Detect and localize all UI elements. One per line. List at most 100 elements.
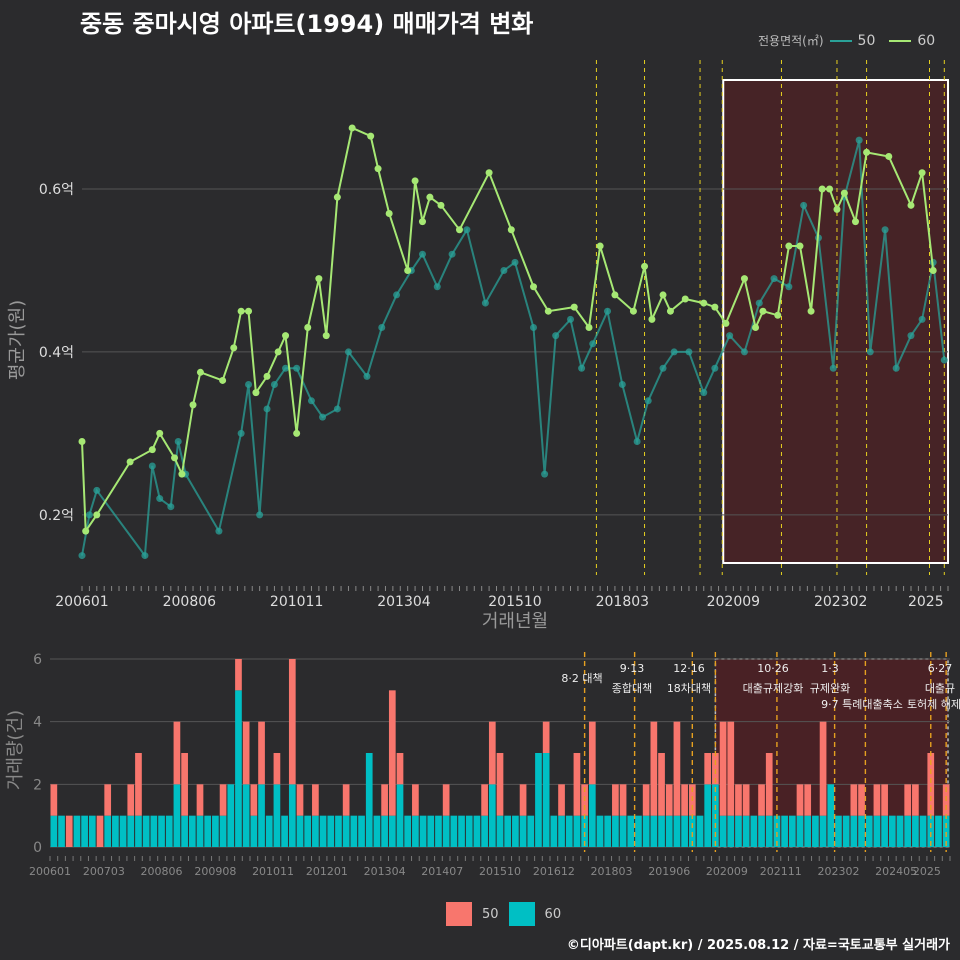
legend-label-50: 50: [857, 32, 876, 49]
bar-60: [188, 815, 196, 847]
bar-50: [242, 721, 250, 785]
bar-y-tick-label-0: 0: [33, 840, 42, 856]
bar-60: [358, 815, 365, 847]
bar-60: [158, 815, 165, 847]
bar-60: [588, 784, 596, 847]
bar-x-tick-label-2: 200806: [141, 865, 183, 878]
bar-50: [258, 721, 265, 785]
data-point-60: [189, 401, 197, 409]
bar-50: [573, 753, 581, 816]
bar-50: [742, 784, 750, 816]
bar-60: [296, 815, 304, 847]
bar-60: [888, 815, 896, 847]
bar-50: [288, 659, 296, 785]
bar-60: [388, 815, 396, 847]
bar-50: [558, 784, 565, 816]
data-point-50: [589, 340, 597, 348]
data-point-60: [700, 299, 708, 307]
bar-60: [904, 815, 912, 847]
bar-x-tick-label-14: 202302: [817, 865, 859, 878]
bar-50: [296, 784, 304, 816]
bar-50: [804, 784, 812, 816]
data-point-50: [726, 332, 734, 340]
data-point-60: [178, 470, 186, 478]
data-point-50: [433, 283, 441, 291]
bar-50: [181, 753, 188, 816]
bar-60: [181, 815, 188, 847]
bar-60: [450, 815, 458, 847]
bar-60: [404, 815, 412, 847]
data-point-60: [367, 132, 375, 140]
bar-50: [196, 784, 204, 816]
data-point-50: [293, 364, 301, 372]
chart-title: 중동 중마시영 아파트(1994) 매매가격 변화: [80, 10, 534, 38]
bar-60: [788, 815, 796, 847]
data-point-60: [596, 242, 604, 250]
data-point-50: [463, 226, 471, 234]
data-point-50: [829, 364, 837, 372]
data-point-60: [666, 307, 674, 315]
data-point-50: [541, 470, 549, 478]
bar-60: [112, 815, 119, 847]
data-point-60: [282, 332, 290, 340]
bar-x-tick-label-12: 202009: [706, 865, 748, 878]
y-axis-title: 평균가(원): [7, 300, 28, 380]
bar-60: [842, 815, 850, 847]
data-point-60: [263, 372, 271, 380]
data-point-60: [315, 275, 323, 283]
bar-50: [912, 784, 919, 816]
bar-60: [173, 784, 181, 847]
bar-50: [442, 784, 450, 816]
bar-60: [288, 784, 296, 847]
bar-50: [219, 784, 227, 816]
bar-50: [858, 784, 865, 816]
bar-y-tick-label-1: 2: [33, 777, 42, 793]
bar-50: [673, 721, 681, 816]
bar-60: [819, 815, 827, 847]
data-point-60: [148, 446, 156, 454]
data-point-60: [82, 527, 90, 535]
bar-60: [704, 784, 712, 847]
bar-50: [96, 815, 104, 847]
bar-50: [496, 753, 504, 816]
bar-60: [565, 815, 573, 847]
bar-50: [588, 721, 596, 785]
data-point-50: [378, 324, 386, 331]
data-point-60: [752, 324, 760, 331]
policy-label-4-b: 대출규제강화: [743, 682, 804, 695]
x-tick-label-8: 2025: [908, 594, 944, 610]
data-point-50: [633, 438, 641, 446]
policy-label-2-b: 18차대책: [667, 682, 711, 695]
bar-x-tick-label-15: 202405: [875, 865, 917, 878]
bar-50: [819, 721, 827, 816]
bar-50: [50, 784, 58, 816]
x-tick-label-7: 202302: [814, 594, 867, 610]
data-point-60: [237, 307, 245, 315]
data-point-50: [333, 405, 341, 413]
bar-60: [912, 815, 919, 847]
bar-50: [65, 815, 73, 847]
x-tick-label-4: 201510: [488, 594, 541, 610]
data-point-50: [93, 486, 101, 494]
data-point-60: [659, 291, 667, 299]
data-point-60: [426, 193, 434, 201]
bar-60: [196, 815, 204, 847]
bar-50: [135, 753, 142, 816]
data-point-50: [156, 495, 164, 503]
data-point-50: [237, 429, 245, 437]
bar-50: [650, 721, 658, 816]
bar-60: [596, 815, 604, 847]
bar-60: [327, 815, 335, 847]
bar-50: [719, 721, 727, 816]
data-point-60: [833, 205, 841, 213]
data-point-50: [148, 462, 156, 470]
data-point-50: [670, 348, 678, 356]
bar-x-tick-label-9: 201612: [533, 865, 575, 878]
bar-60: [881, 815, 888, 847]
data-point-60: [807, 307, 815, 315]
data-point-60: [774, 311, 782, 319]
data-point-50: [770, 275, 778, 283]
data-point-50: [618, 381, 626, 389]
bar-50: [312, 784, 319, 816]
